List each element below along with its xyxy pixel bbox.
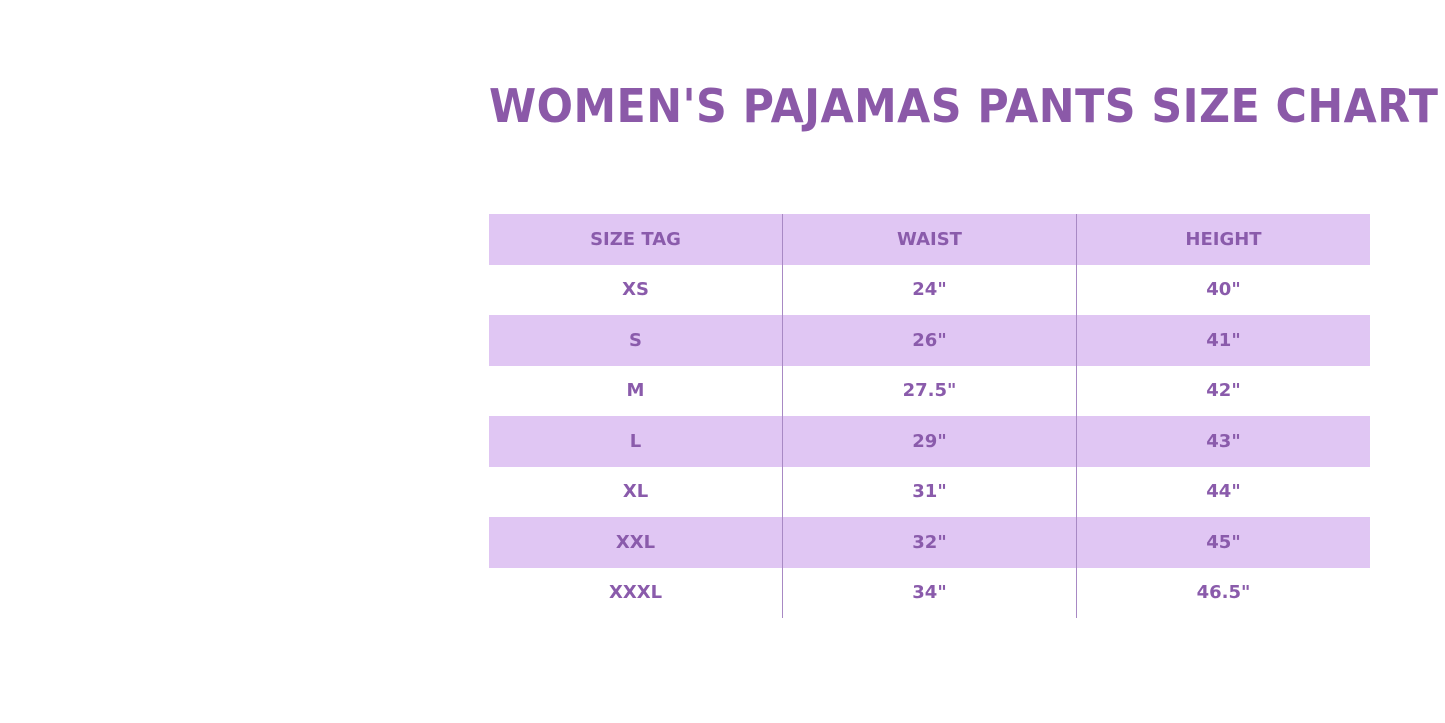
table-row: L 29" 43" xyxy=(489,416,1370,467)
waist-cell: 34" xyxy=(782,567,1076,618)
height-cell: 41" xyxy=(1076,315,1370,366)
table-row: XXL 32" 45" xyxy=(489,517,1370,568)
waist-cell: 24" xyxy=(782,264,1076,315)
header-height: HEIGHT xyxy=(1076,214,1370,265)
table-row: XS 24" 40" xyxy=(489,264,1370,315)
waist-cell: 32" xyxy=(782,517,1076,568)
table-row: S 26" 41" xyxy=(489,315,1370,366)
height-cell: 44" xyxy=(1076,466,1370,517)
height-cell: 40" xyxy=(1076,264,1370,315)
size-cell: XL xyxy=(622,481,649,503)
size-cell: L xyxy=(629,430,642,452)
waist-cell: 31" xyxy=(782,466,1076,517)
header-waist: WAIST xyxy=(782,214,1076,265)
table-row: XXXL 34" 46.5" xyxy=(489,567,1370,618)
size-cell: S xyxy=(629,329,642,351)
size-chart-table: SIZE TAG WAIST HEIGHT XS 24" 40" S 26" 41" M 27… xyxy=(489,214,1370,618)
size-cell: M xyxy=(626,380,645,402)
waist-cell: 29" xyxy=(782,416,1076,467)
height-cell: 42" xyxy=(1076,365,1370,416)
table-row: XL 31" 44" xyxy=(489,466,1370,517)
page-title: WOMEN'S PAJAMAS PANTS SIZE CHART xyxy=(489,79,1439,133)
size-cell: XXL xyxy=(615,531,656,553)
size-cell: XS xyxy=(622,279,649,301)
height-cell: 43" xyxy=(1076,416,1370,467)
header-size-tag: SIZE TAG xyxy=(590,228,681,250)
waist-cell: 26" xyxy=(782,315,1076,366)
waist-cell: 27.5" xyxy=(782,365,1076,416)
size-cell: XXXL xyxy=(608,582,663,604)
table-header-row: SIZE TAG WAIST HEIGHT xyxy=(489,214,1370,265)
height-cell: 46.5" xyxy=(1076,567,1370,618)
height-cell: 45" xyxy=(1076,517,1370,568)
table-row: M 27.5" 42" xyxy=(489,365,1370,416)
